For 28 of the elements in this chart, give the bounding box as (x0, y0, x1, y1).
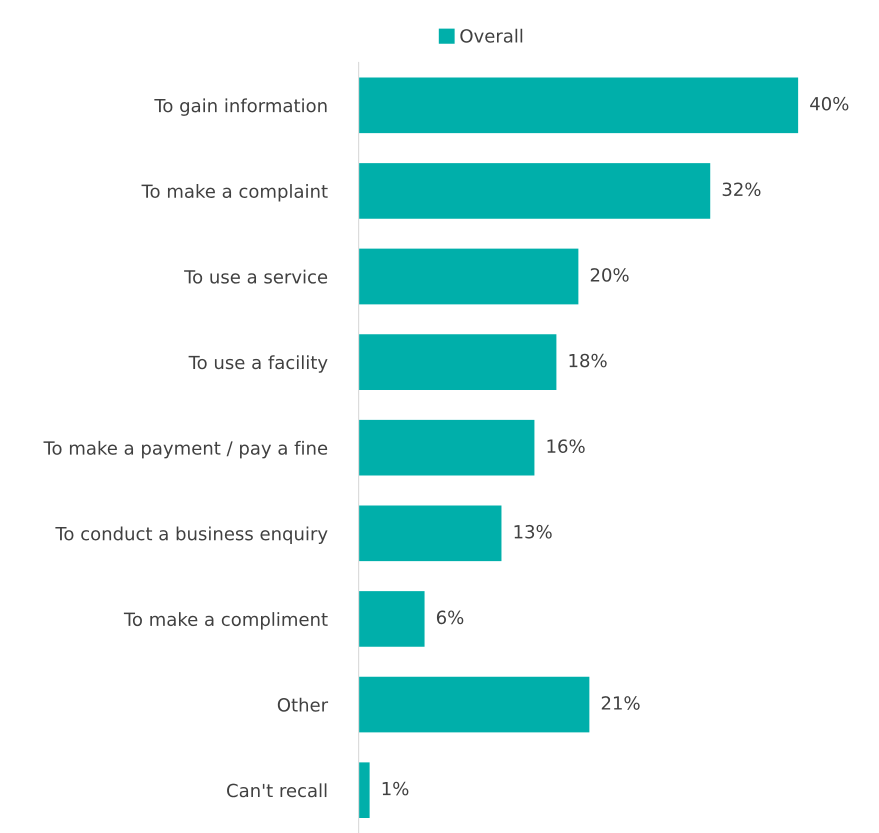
y-tick-label: To make a complaint (142, 184, 328, 202)
bar (358, 334, 556, 390)
bar (358, 506, 502, 562)
data-label: 32% (722, 182, 760, 196)
data-label: 18% (570, 354, 607, 368)
data-label: 13% (514, 524, 552, 539)
y-tick-label: To conduct a business enquiry (55, 526, 328, 544)
bar (358, 420, 534, 476)
bar (358, 248, 578, 304)
bar (358, 163, 710, 219)
data-label: 1% (382, 782, 408, 796)
y-tick-label: To make a payment / pay a fine (44, 440, 328, 458)
data-label: 6% (436, 610, 464, 624)
y-tick-label: Can't recall (227, 783, 326, 798)
bar (358, 762, 370, 818)
data-label: 16% (548, 439, 585, 453)
y-tick-label: To use a service (184, 270, 328, 284)
data-label: 21% (602, 696, 640, 710)
data-label: 20% (590, 268, 629, 282)
y-tick-label: To make a compliment (124, 612, 328, 630)
y-tick-label: To gain information (154, 98, 327, 116)
y-tick-label: To use a facility (188, 355, 328, 373)
bar (358, 676, 590, 732)
y-tick-label: Other (278, 698, 328, 712)
bar (358, 591, 425, 647)
legend-label: Overall (460, 28, 522, 43)
bar (358, 77, 798, 134)
data-label: 40% (810, 96, 848, 111)
